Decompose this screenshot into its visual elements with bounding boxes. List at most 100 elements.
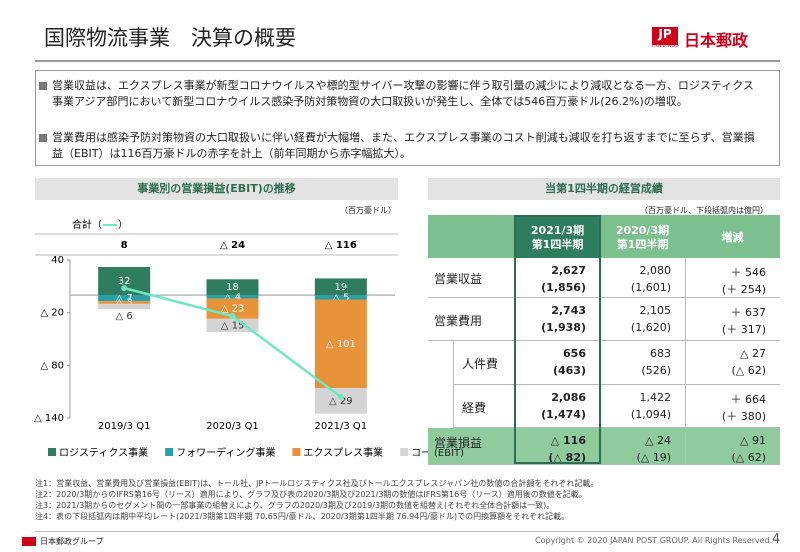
x-tick-label: 2020/3 Q1 bbox=[206, 421, 259, 432]
data-label: △ 7 bbox=[116, 293, 133, 304]
cell-value: (1,938) bbox=[541, 321, 586, 334]
data-label: △ 6 bbox=[116, 311, 133, 322]
column-header: 2020/3期 bbox=[615, 224, 670, 237]
cell-value: 1,422 bbox=[639, 391, 672, 404]
copyright: Copyright © 2020 JAPAN POST GROUP. All R… bbox=[535, 536, 773, 545]
data-label: △ 29 bbox=[329, 396, 353, 407]
cell-value: (1,094) bbox=[630, 408, 671, 421]
column-header: 第1四半期 bbox=[616, 238, 669, 251]
col-border bbox=[685, 258, 686, 298]
cell-value: (1,601) bbox=[630, 281, 671, 294]
cell-value: ＋ 664 bbox=[730, 393, 767, 406]
total-legend: 合計（ bbox=[72, 218, 102, 231]
logo-sub: HOLDINGS bbox=[652, 43, 679, 49]
table-title: 当第1四半期の経営成績 bbox=[428, 178, 780, 200]
table-unit: （百万豪ドル、下段括弧内は億円） bbox=[640, 206, 768, 215]
cell-value: (526) bbox=[641, 364, 671, 377]
logo-mark: JP bbox=[652, 27, 678, 45]
cell-value: (1,474) bbox=[541, 408, 586, 421]
cell-value: △ 91 bbox=[740, 434, 766, 447]
note: 注1：営業収益、営業費用及び営業損益(EBIT)は、トール社、JPトールロジステ… bbox=[35, 479, 599, 488]
row-label: 経費 bbox=[462, 400, 487, 415]
cell-value: (△ 19) bbox=[636, 451, 671, 464]
bar-segment bbox=[206, 279, 259, 296]
legend-label: フォワーディング事業 bbox=[176, 446, 275, 459]
row-border bbox=[428, 297, 780, 298]
row-label: (EBIT) bbox=[434, 448, 465, 459]
col-border bbox=[685, 341, 686, 385]
bar-segment bbox=[98, 301, 151, 304]
total-dot bbox=[121, 285, 128, 292]
note: 注4：表の下段括弧内は期中平均レート(2021/3期第1四半期 70.65円/豪… bbox=[35, 512, 570, 521]
cell-value: 683 bbox=[650, 347, 671, 360]
total-legend: ） bbox=[118, 219, 128, 231]
bullet: 営業収益は、エクスプレス事業が新型コロナウイルスや標的型サイバー攻撃の影響に伴う… bbox=[39, 78, 764, 110]
summary-box bbox=[35, 70, 780, 166]
slide-title: 国際物流事業 決算の概要 bbox=[44, 26, 296, 50]
y-tick-label: △ 80 bbox=[40, 360, 64, 371]
data-label: △ 23 bbox=[221, 304, 245, 315]
col-border bbox=[685, 385, 686, 428]
row-label: 営業損益 bbox=[434, 436, 483, 450]
indent-border bbox=[453, 385, 454, 428]
data-label: △ 101 bbox=[326, 339, 356, 350]
column-header: 第1四半期 bbox=[531, 238, 584, 251]
data-label: 18 bbox=[226, 282, 239, 293]
cell-value: 2,086 bbox=[551, 391, 586, 404]
col-border bbox=[685, 298, 686, 341]
note: 注3：2021/3期からのセグメント間の一部事業の組替えにより、グラフの2020… bbox=[35, 501, 555, 510]
table-header-highlight bbox=[515, 215, 600, 258]
bar-segment bbox=[98, 303, 151, 310]
cell-value: (＋ 317) bbox=[721, 323, 766, 336]
bar-segment bbox=[206, 295, 259, 299]
footer-group: 日本郵政グループ bbox=[40, 537, 104, 546]
note: 注2：2020/3期からのIFRS第16号（リース）適用により、グラフ及び表の2… bbox=[35, 490, 587, 499]
bullet: 営業費用は感染予防対策物資の大口取扱いに伴い経費が大幅増、また、エクスプレス事業… bbox=[39, 130, 764, 162]
y-tick-label: △ 20 bbox=[40, 308, 64, 319]
indent-border bbox=[453, 341, 454, 385]
cell-value: △ 116 bbox=[550, 434, 586, 447]
x-tick-label: 2021/3 Q1 bbox=[315, 421, 368, 432]
bar-segment bbox=[314, 278, 367, 296]
total-label: △ 24 bbox=[220, 240, 245, 251]
page-number: 4 bbox=[772, 532, 781, 547]
legend-label: エクスプレス事業 bbox=[303, 446, 383, 459]
chart-unit: （百万豪ドル） bbox=[340, 206, 396, 215]
total-dot bbox=[337, 393, 344, 400]
highlight-frame bbox=[514, 215, 601, 464]
cell-value: (△ 82) bbox=[548, 451, 586, 464]
data-label: △ 15 bbox=[221, 320, 245, 331]
x-tick-label: 2019/3 Q1 bbox=[98, 421, 151, 432]
row-border bbox=[428, 340, 780, 341]
chart-title: 事業別の営業損益(EBIT)の推移 bbox=[35, 178, 398, 200]
table-header-bg bbox=[428, 215, 780, 258]
legend-swatch bbox=[48, 448, 56, 456]
cell-value: ＋ 637 bbox=[730, 306, 767, 319]
bar-segment bbox=[314, 388, 367, 414]
y-tick-label: △ 140 bbox=[34, 413, 64, 424]
data-label: △ 3 bbox=[116, 298, 133, 309]
bar-segment bbox=[314, 295, 367, 300]
cell-value: ＋ 546 bbox=[730, 266, 767, 279]
data-label: 32 bbox=[118, 276, 131, 287]
column-header: 増減 bbox=[721, 231, 744, 244]
data-label: 19 bbox=[334, 282, 347, 293]
rule bbox=[35, 60, 780, 62]
col-border bbox=[685, 428, 686, 465]
data-label: △ 4 bbox=[224, 292, 241, 303]
cell-value: (＋ 380) bbox=[721, 410, 766, 423]
y-tick-label: 40 bbox=[51, 255, 64, 266]
cell-value: 656 bbox=[563, 347, 586, 360]
cell-value: (1,620) bbox=[630, 321, 671, 334]
total-dot bbox=[229, 313, 236, 320]
total-label: 8 bbox=[121, 240, 128, 251]
cell-value: △ 24 bbox=[645, 434, 671, 447]
cell-value: (1,856) bbox=[541, 281, 586, 294]
cell-value: (463) bbox=[552, 364, 586, 377]
cell-value: (△ 62) bbox=[731, 364, 766, 377]
legend-label: ロジスティクス事業 bbox=[59, 446, 148, 459]
cell-value: 2,743 bbox=[551, 304, 586, 317]
